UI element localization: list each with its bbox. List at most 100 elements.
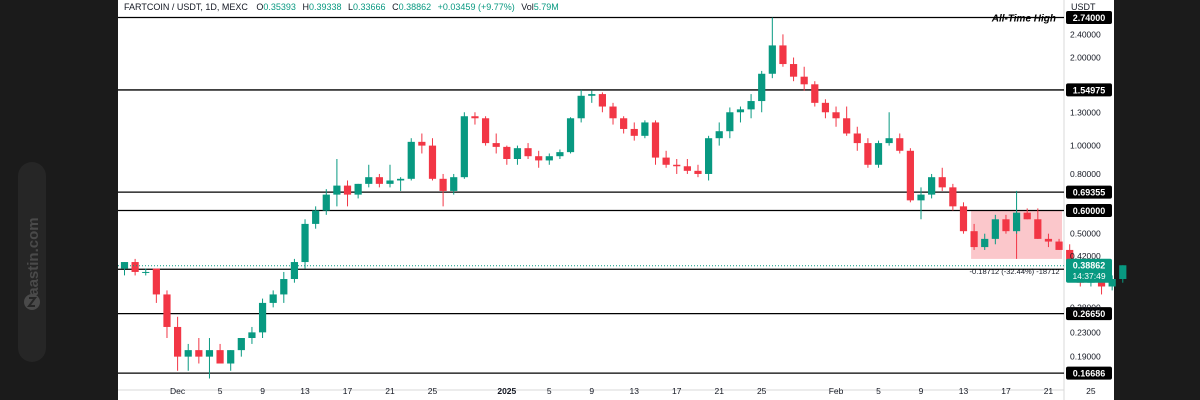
candle [1012,190,1021,234]
candle [237,338,245,357]
candle [205,338,214,379]
current-price-tag [1066,258,1112,283]
candle [662,150,670,168]
candle-body [577,95,585,119]
open-value: 0.35393 [263,2,296,12]
candle-body [1119,265,1127,280]
candle-body [1034,219,1042,239]
candle [1034,208,1042,239]
time-tick-label: 21 [385,386,395,396]
symbol-label: FARTCOIN / USDT, 1D, MEXC [124,2,248,12]
candle-body [970,231,978,248]
candle-body [874,143,883,165]
candle-body [821,102,830,113]
time-tick-label: 9 [589,386,594,396]
candle [683,158,691,174]
level-price-label: 0.26650 [1073,309,1106,319]
time-tick-label: 25 [1086,386,1096,396]
low-value: 0.33666 [353,2,386,12]
candle-body [524,148,532,157]
candle-body [928,177,936,195]
candle-body [1012,212,1021,232]
candle-body [864,143,872,165]
candle [439,173,447,207]
candle-body [853,133,861,144]
candle-body [705,138,713,174]
candle [524,143,532,159]
candle [906,148,914,203]
candle-body [248,332,256,339]
candle-body [312,210,320,224]
candle [991,214,999,245]
candle-body [386,180,394,184]
level-price-label: 0.69355 [1073,188,1106,198]
price-tick-label: 2.00000 [1070,53,1101,63]
candle [843,106,851,136]
candle-body [917,194,925,201]
candle-body [216,350,224,364]
volume-label: Vol [521,2,534,12]
candle-body [184,350,192,357]
candle-body [906,150,914,201]
candle [566,117,575,154]
candle [545,153,553,165]
price-tick-label: 2.40000 [1070,29,1101,39]
time-tick-label: 21 [714,386,724,396]
close-value: 0.38862 [399,2,432,12]
time-tick-label: 13 [959,386,969,396]
candle-body [1002,219,1010,232]
time-tick-label: 17 [1001,386,1011,396]
time-tick-label: 13 [630,386,640,396]
candle [1108,275,1116,291]
candle [800,66,808,91]
candle [726,107,734,139]
candle-body [566,118,575,153]
candle-body [131,262,139,272]
candle [354,183,362,199]
candle [641,120,649,139]
candle [471,112,479,125]
candle-body [545,156,553,161]
high-label: H [302,2,309,12]
candle [418,133,426,154]
level-price-tag [1066,307,1112,321]
change-value: +0.03459 (+9.77%) [438,2,515,12]
candle [312,206,320,229]
candle [630,122,638,141]
candle-body [981,238,989,248]
candle-body [662,157,670,165]
candle-body [471,116,479,119]
level-price-tag [1066,366,1112,380]
candle-body [535,156,543,161]
candle-body [588,94,596,96]
candle-body [142,271,150,273]
candle [864,138,872,168]
time-tick-label: 13 [300,386,310,396]
time-tick-label: 17 [672,386,682,396]
candle [832,106,840,127]
candle-body [280,279,288,295]
candle-body [991,219,999,239]
price-tick-label: 1.00000 [1070,141,1101,151]
time-tick-label: Feb [829,386,844,396]
candle-body [959,206,968,232]
candle-body [726,112,734,132]
candle [248,326,256,344]
candle [301,219,309,269]
candle-body [736,109,745,113]
axis-layer: 2.40000 2.00000 1.30000 1.00000 0.80000 0.500… [118,29,1112,396]
candle-body [609,106,617,119]
candle-body [290,262,299,280]
candle-body [938,177,946,188]
candle [513,145,522,165]
volume-value: 5.79M [534,2,559,12]
candle [620,116,628,134]
candle [163,290,171,339]
candle [779,34,787,67]
candle [131,258,139,276]
candle-body [556,152,564,157]
candle [450,173,458,195]
candle [1023,208,1031,220]
time-tick-label: 9 [260,386,265,396]
